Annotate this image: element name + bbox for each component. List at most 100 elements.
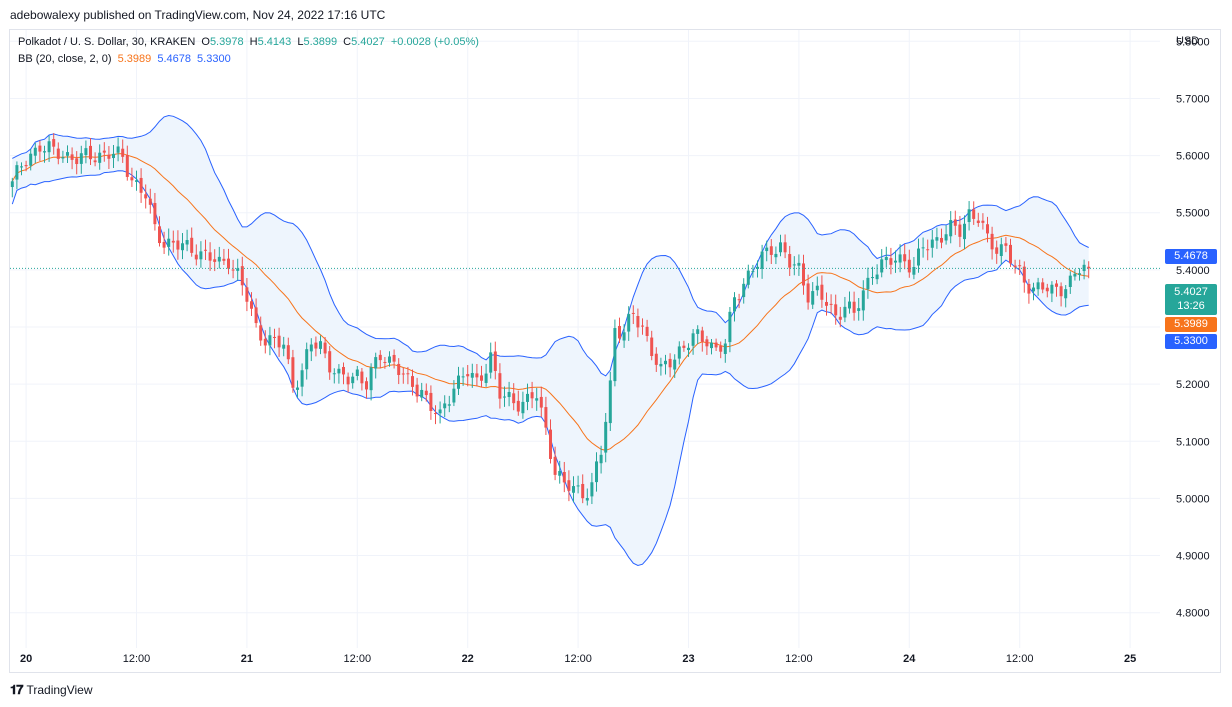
x-tick-label: 23 (682, 653, 694, 665)
bollinger-legend: BB (20, close, 2, 0) 5.3989 5.4678 5.330… (18, 53, 234, 65)
last-price-tag: 5.4027 13:26 (1165, 284, 1217, 315)
candle-body (213, 259, 217, 262)
candle-body (1022, 266, 1026, 283)
candle-body (687, 347, 690, 351)
candle-body (217, 256, 221, 262)
candle-body (411, 376, 414, 387)
candle-body (259, 325, 263, 341)
candle-body (420, 389, 424, 398)
candle-body (806, 283, 810, 303)
bar-countdown: 13:26 (1177, 300, 1205, 312)
candle-body (15, 165, 19, 180)
candle-body (742, 283, 746, 298)
candle-body (148, 198, 152, 205)
bb-label[interactable]: BB (20, close, 2, 0) (18, 53, 112, 65)
candle-body (130, 177, 134, 181)
candle-body (144, 194, 148, 199)
candle-body (783, 242, 787, 253)
close-label: C (343, 36, 352, 48)
chart-frame[interactable] (9, 29, 1221, 673)
candle-body (645, 326, 649, 336)
candle-body (581, 483, 585, 499)
candle-body (595, 461, 598, 483)
candle-body (958, 224, 962, 237)
candle-body (719, 345, 723, 352)
candle-body (723, 343, 727, 354)
candle-body (530, 392, 534, 399)
candle-body (112, 153, 115, 159)
currency-label[interactable]: USD (1176, 35, 1200, 47)
candle-body (912, 267, 916, 275)
candle-body (185, 240, 189, 245)
candle-body (972, 209, 976, 219)
candle-body (43, 151, 46, 153)
candle-body (967, 209, 971, 223)
candle-body (834, 304, 838, 316)
candle-body (691, 333, 695, 346)
footer-brand[interactable]: 𝟏𝟕 TradingView (10, 682, 93, 698)
candle-body (815, 285, 819, 291)
candle-body (714, 342, 718, 348)
x-tick-label: 22 (462, 653, 474, 665)
candle-body (875, 274, 879, 280)
candle-body (700, 330, 704, 342)
candle-body (190, 237, 194, 253)
candle-body (825, 301, 828, 306)
close-value: 5.4027 (351, 36, 385, 48)
candle-body (167, 238, 171, 247)
x-tick-label: 20 (20, 653, 32, 665)
candle-body (765, 247, 769, 252)
candle-body (231, 269, 235, 271)
bb-basis-value: 5.3989 (117, 53, 152, 65)
candle-body (871, 277, 874, 279)
candle-body (346, 376, 350, 385)
candle-body (47, 141, 51, 153)
candle-body (125, 154, 129, 177)
candle-body (866, 277, 870, 290)
candle-body (516, 400, 520, 412)
change-value: +0.0028 (+0.05%) (390, 36, 479, 48)
candle-body (567, 480, 571, 491)
x-tick-label: 12:00 (785, 653, 813, 665)
candle-body (236, 268, 240, 271)
lower-band-price-tag: 5.3300 (1165, 334, 1217, 349)
candle-body (314, 342, 318, 349)
y-tick-label: 5.2000 (1176, 379, 1210, 391)
candle-body (585, 497, 589, 501)
candle-body (558, 470, 562, 476)
candle-body (461, 376, 465, 378)
candle-body (733, 297, 736, 312)
candle-body (466, 374, 470, 377)
y-tick-label: 4.9000 (1176, 551, 1210, 563)
x-tick-label: 25 (1124, 653, 1136, 665)
candle-body (631, 312, 635, 314)
x-tick-label: 24 (903, 653, 916, 665)
candle-body (1013, 265, 1017, 268)
candle-body (153, 202, 157, 225)
candle-body (388, 356, 391, 363)
candle-body (1087, 266, 1091, 269)
symbol-title[interactable]: Polkadot / U. S. Dollar, 30, KRAKEN (18, 36, 196, 48)
candle-body (79, 153, 83, 164)
candle-body (590, 482, 594, 497)
candle-body (176, 240, 180, 250)
candle-body (1027, 283, 1031, 294)
high-value: 5.4143 (257, 36, 292, 48)
candle-body (838, 316, 842, 320)
x-tick-label: 12:00 (564, 653, 592, 665)
candle-body (995, 247, 999, 254)
y-tick-label: 5.7000 (1176, 93, 1210, 105)
candle-body (268, 335, 272, 346)
candle-body (802, 263, 805, 286)
candle-body (38, 145, 42, 152)
y-tick-label: 5.5000 (1176, 208, 1210, 220)
candle-body (774, 253, 778, 258)
candle-body (369, 367, 373, 391)
candle-body (10, 181, 14, 188)
candle-body (300, 370, 304, 387)
candle-body (746, 270, 750, 285)
candle-body (857, 308, 861, 311)
publisher-credit: adebowalexy published on TradingView.com… (10, 8, 386, 22)
candle-body (668, 358, 672, 368)
